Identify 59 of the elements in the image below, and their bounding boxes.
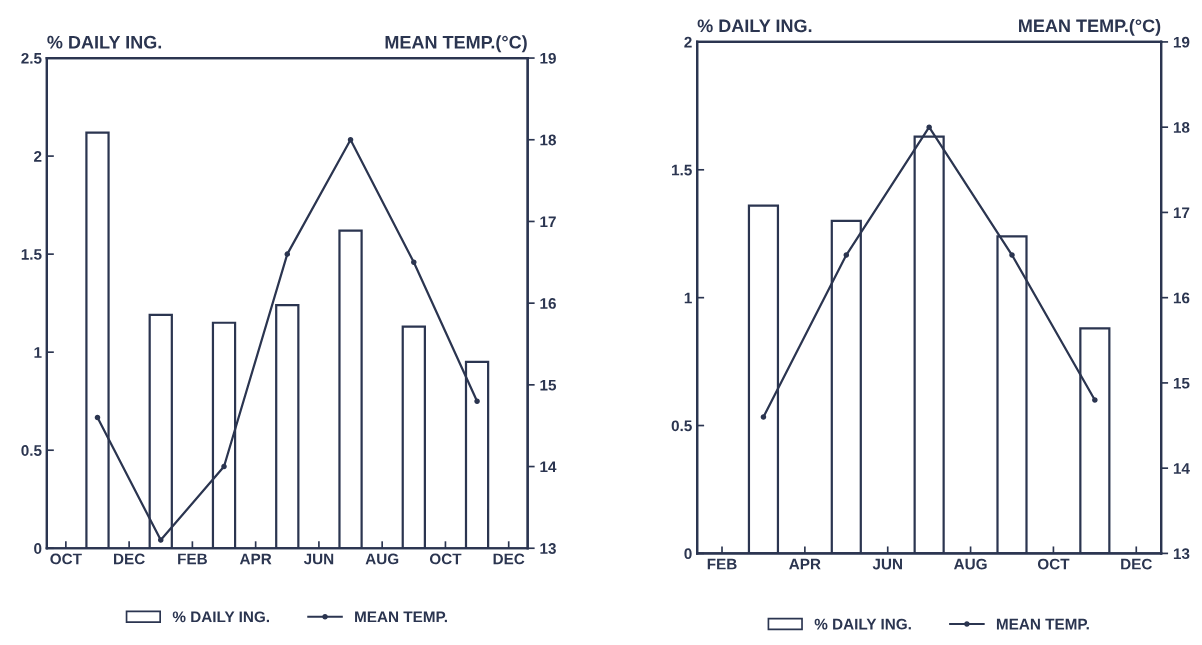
legend-label: % DAILY ING.: [172, 611, 269, 623]
y2-axis-title: MEAN TEMP.(°C): [385, 35, 527, 53]
y2-tick-label: 14: [540, 461, 557, 473]
y2-tick-label: 17: [1173, 207, 1190, 218]
x-tick-label: OCT: [429, 553, 462, 565]
y2-tick-label: 13: [540, 543, 556, 554]
y2-tick-label: 16: [1173, 292, 1190, 304]
point: [1092, 397, 1098, 403]
x-tick-label: APR: [239, 553, 272, 565]
y-tick-label: 1: [34, 347, 42, 358]
x-tick-label: JUN: [872, 558, 902, 570]
x-tick-label: AUG: [953, 558, 987, 570]
x-tick-label: JUN: [303, 553, 334, 565]
y-axis-title: % DAILY ING.: [47, 35, 162, 49]
point: [1009, 252, 1015, 258]
point: [157, 537, 164, 543]
y2-tick-label: 15: [1173, 377, 1190, 389]
point: [474, 398, 480, 404]
legend-label: MEAN TEMP.: [996, 618, 1089, 630]
y-axis-title: % DAILY ING.: [697, 19, 812, 33]
point: [760, 414, 767, 420]
y2-tick-label: 17: [540, 216, 556, 227]
y-tick-label: 0.5: [21, 445, 42, 456]
y-tick-label: 0: [34, 543, 42, 554]
y2-tick-label: 18: [1173, 122, 1190, 133]
x-tick-label: FEB: [178, 553, 207, 565]
legend-label: % DAILY ING.: [814, 618, 911, 630]
y2-axis-title: MEAN TEMP.(°C): [1019, 18, 1161, 36]
x-tick-label: OCT: [1037, 558, 1070, 570]
point: [221, 463, 227, 470]
y-tick-label: 1: [684, 292, 692, 304]
y2-tick-label: 19: [540, 52, 556, 64]
y-tick-label: 2.5: [21, 52, 42, 64]
y2-tick-label: 18: [540, 134, 557, 146]
y2-tick-label: 19: [1173, 36, 1190, 48]
x-tick-label: APR: [789, 558, 821, 570]
point: [843, 252, 850, 258]
point: [94, 414, 101, 421]
y2-tick-label: 16: [540, 298, 556, 309]
x-tick-label: DEC: [493, 553, 525, 565]
y-tick-label: 1.5: [21, 249, 42, 260]
point: [347, 136, 354, 143]
point: [284, 251, 291, 257]
y-tick-label: 0.5: [671, 420, 692, 432]
y2-tick-label: 13: [1173, 548, 1190, 560]
y-tick-label: 2: [34, 150, 42, 162]
y-tick-label: 1.5: [672, 164, 692, 176]
point: [926, 124, 932, 130]
y-tick-label: 0: [684, 548, 692, 560]
y2-tick-label: 14: [1173, 463, 1190, 474]
x-tick-label: AUG: [365, 553, 399, 565]
x-tick-label: OCT: [50, 553, 82, 565]
legend-label: MEAN TEMP.: [355, 611, 447, 623]
point: [411, 259, 417, 266]
x-tick-label: FEB: [707, 558, 737, 570]
y2-tick-label: 15: [540, 379, 557, 391]
x-tick-label: DEC: [1121, 558, 1152, 570]
x-tick-label: DEC: [114, 553, 145, 565]
y-tick-label: 2: [684, 36, 692, 48]
